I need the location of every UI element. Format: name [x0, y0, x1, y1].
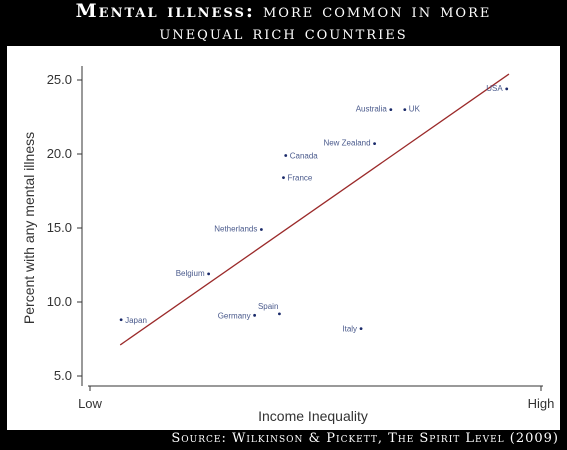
point-label: Japan: [125, 316, 147, 325]
x-tick-label: High: [528, 396, 555, 411]
point-label: Netherlands: [214, 224, 257, 233]
data-point: [278, 312, 281, 316]
data-point: [389, 108, 393, 111]
data-point: [119, 318, 123, 322]
fit-line-group: [119, 73, 510, 346]
point-label: Italy: [342, 325, 357, 334]
data-point: [253, 313, 257, 317]
source-note: Source: Wilkinson & Pickett, The Spirit …: [171, 431, 559, 446]
data-point: [284, 154, 288, 157]
y-tick-label: 10.0: [47, 294, 72, 309]
title-line2: unequal rich countries: [159, 22, 408, 44]
data-point: [207, 272, 211, 276]
fit-line: [119, 73, 510, 346]
data-point: [359, 327, 363, 331]
title-bold: Mental illness:: [75, 0, 255, 22]
data-point: [505, 87, 509, 91]
y-tick-label: 5.0: [54, 368, 72, 383]
point-label: France: [287, 174, 312, 183]
point-label: Germany: [218, 311, 251, 320]
point-label: Spain: [258, 302, 278, 311]
x-tick-label: Low: [78, 396, 102, 411]
title-rest: more common in more: [254, 0, 492, 22]
point-label: USA: [486, 84, 503, 93]
plot-area: [7, 46, 560, 430]
y-tick-label: 20.0: [47, 146, 72, 161]
data-point: [373, 142, 376, 146]
points-group: USA UK Australia New Zealand Canada France Net…: [119, 84, 509, 334]
axes: 5.0 10.0 15.0 20.0 25.0 Low High Income Inequal…: [21, 66, 554, 424]
data-point: [403, 108, 407, 111]
y-axis-label: Percent with any mental illness: [21, 132, 37, 324]
point-label: Canada: [290, 151, 319, 160]
y-tick-label: 15.0: [47, 220, 72, 235]
point-label: Australia: [356, 105, 388, 114]
point-label: Belgium: [176, 269, 205, 278]
point-label: New Zealand: [323, 139, 370, 148]
data-point: [282, 176, 285, 180]
point-label: UK: [409, 105, 421, 114]
data-point: [259, 228, 263, 231]
y-tick-label: 25.0: [47, 72, 72, 87]
x-axis-label: Income Inequality: [258, 408, 368, 424]
chart-title: Mental illness: more common in more uneq…: [0, 0, 567, 44]
